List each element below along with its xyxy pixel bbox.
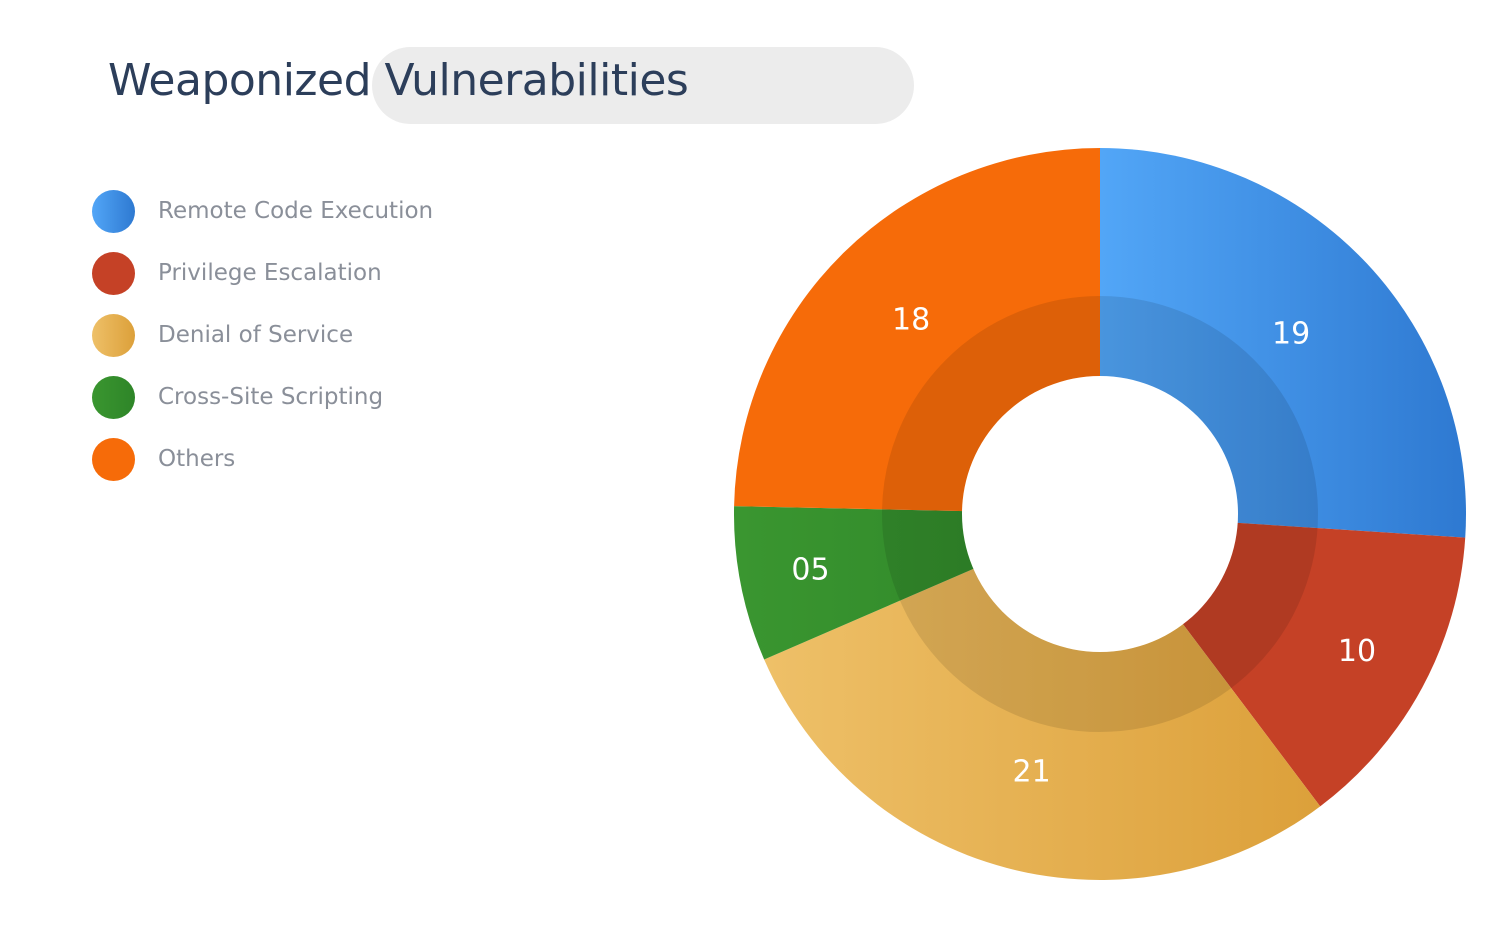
data-label: 18 (892, 303, 930, 338)
title-highlight-pill (372, 47, 914, 124)
legend-label: Cross-Site Scripting (158, 384, 384, 410)
data-label: 19 (1272, 316, 1310, 351)
legend-item: Remote Code Execution (92, 189, 434, 233)
legend-swatch (92, 251, 135, 295)
donut-slice (764, 514, 1321, 880)
legend-item: Privilege Escalation (92, 251, 433, 295)
legend-label: Others (158, 446, 236, 472)
legend: Remote Code Execution Privilege Escalatio… (92, 189, 434, 500)
legend-swatch (92, 313, 135, 357)
inner-shadow-ring (882, 296, 1318, 732)
legend-label: Privilege Escalation (158, 260, 382, 286)
legend-swatch (92, 189, 135, 233)
legend-label: Remote Code Execution (158, 198, 434, 224)
legend-swatch (92, 437, 135, 481)
chart-title: Weaponized Vulnerabilities (108, 55, 689, 106)
data-label: 05 (791, 552, 829, 587)
legend-item: Cross-Site Scripting (92, 375, 433, 419)
data-label: 10 (1338, 634, 1376, 669)
legend-swatch (92, 375, 135, 419)
data-label: 21 (1013, 755, 1051, 790)
legend-item: Denial of Service (92, 313, 433, 357)
donut-hole (962, 376, 1238, 652)
legend-label: Denial of Service (158, 322, 354, 348)
legend-item: Others (92, 437, 433, 481)
